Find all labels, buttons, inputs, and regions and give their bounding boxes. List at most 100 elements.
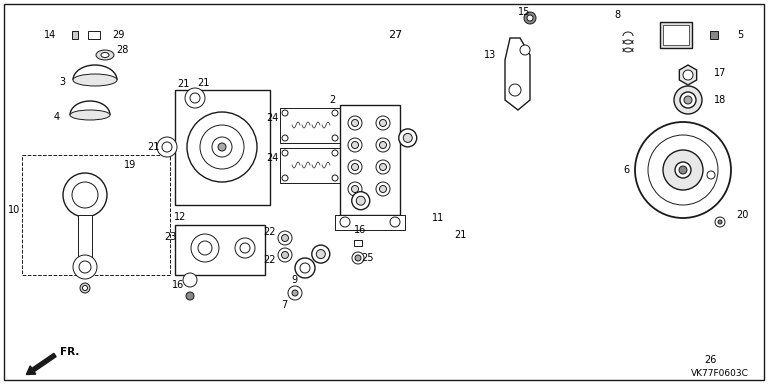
Circle shape: [718, 220, 722, 224]
Circle shape: [282, 110, 288, 116]
Text: 22: 22: [263, 255, 276, 265]
Text: 13: 13: [484, 50, 496, 60]
Circle shape: [355, 255, 361, 261]
Text: 20: 20: [736, 210, 748, 220]
Bar: [280, 148, 340, 183]
Circle shape: [288, 286, 302, 300]
Text: 18: 18: [714, 95, 726, 105]
Circle shape: [240, 243, 250, 253]
Text: 12: 12: [174, 212, 186, 222]
Text: 16: 16: [354, 225, 366, 235]
Circle shape: [282, 175, 288, 181]
Text: VK77F0603C: VK77F0603C: [691, 369, 749, 377]
Circle shape: [362, 217, 374, 229]
Text: 14: 14: [44, 30, 56, 40]
Circle shape: [684, 96, 692, 104]
Polygon shape: [505, 38, 530, 110]
Text: 17: 17: [713, 68, 727, 78]
Circle shape: [340, 217, 350, 227]
Bar: [175, 90, 270, 205]
Circle shape: [376, 138, 390, 152]
Circle shape: [332, 150, 338, 156]
Text: 26: 26: [703, 355, 717, 365]
Circle shape: [399, 129, 417, 147]
Circle shape: [198, 241, 212, 255]
Circle shape: [63, 173, 107, 217]
Circle shape: [352, 164, 359, 170]
Circle shape: [679, 166, 687, 174]
Circle shape: [390, 217, 400, 227]
Ellipse shape: [101, 53, 109, 58]
Bar: [175, 225, 265, 275]
Circle shape: [348, 116, 362, 130]
Circle shape: [352, 119, 359, 126]
Bar: [663, 25, 689, 45]
Text: 25: 25: [362, 253, 374, 263]
Text: 21: 21: [454, 230, 466, 240]
Circle shape: [157, 137, 177, 157]
Circle shape: [332, 110, 338, 116]
Text: 3: 3: [59, 77, 65, 87]
Circle shape: [648, 135, 718, 205]
Text: 28: 28: [116, 45, 128, 55]
Text: 21: 21: [147, 142, 159, 152]
Circle shape: [185, 88, 205, 108]
Circle shape: [332, 135, 338, 141]
Circle shape: [352, 252, 364, 264]
Circle shape: [79, 261, 91, 273]
Circle shape: [212, 137, 232, 157]
Circle shape: [520, 45, 530, 55]
FancyArrow shape: [26, 353, 56, 374]
Circle shape: [509, 84, 521, 96]
Circle shape: [73, 255, 97, 279]
Circle shape: [379, 185, 386, 192]
Circle shape: [316, 250, 326, 258]
Text: 9: 9: [291, 275, 297, 285]
Circle shape: [675, 162, 691, 178]
Text: FR.: FR.: [61, 347, 80, 357]
Text: 2: 2: [329, 95, 335, 105]
Circle shape: [312, 245, 329, 263]
Circle shape: [332, 175, 338, 181]
Ellipse shape: [554, 227, 746, 353]
Circle shape: [187, 112, 257, 182]
Circle shape: [715, 217, 725, 227]
Circle shape: [282, 235, 289, 242]
Circle shape: [300, 263, 310, 273]
Circle shape: [278, 248, 292, 262]
Circle shape: [292, 290, 298, 296]
Bar: [660, 22, 692, 48]
Circle shape: [352, 141, 359, 149]
Text: 27: 27: [388, 30, 402, 40]
Circle shape: [282, 252, 289, 258]
Text: 21: 21: [197, 78, 209, 88]
Ellipse shape: [96, 50, 114, 60]
Circle shape: [282, 150, 288, 156]
Circle shape: [348, 160, 362, 174]
Circle shape: [200, 125, 244, 169]
Circle shape: [352, 192, 369, 210]
Circle shape: [190, 93, 200, 103]
Circle shape: [356, 196, 366, 205]
Circle shape: [282, 135, 288, 141]
Text: 22: 22: [263, 227, 276, 237]
Circle shape: [635, 122, 731, 218]
Circle shape: [352, 185, 359, 192]
Circle shape: [295, 258, 315, 278]
Circle shape: [218, 143, 226, 151]
Ellipse shape: [70, 110, 110, 120]
Text: 15: 15: [518, 7, 530, 17]
Bar: [88, 31, 100, 39]
Circle shape: [707, 171, 715, 179]
Circle shape: [80, 283, 90, 293]
Circle shape: [186, 292, 194, 300]
Bar: [335, 215, 405, 230]
Circle shape: [524, 12, 536, 24]
Polygon shape: [680, 65, 697, 85]
Bar: [354, 240, 362, 246]
Circle shape: [376, 182, 390, 196]
Bar: [710, 31, 718, 39]
Circle shape: [527, 15, 533, 21]
Text: 8: 8: [614, 10, 620, 20]
Text: 4: 4: [54, 112, 60, 122]
